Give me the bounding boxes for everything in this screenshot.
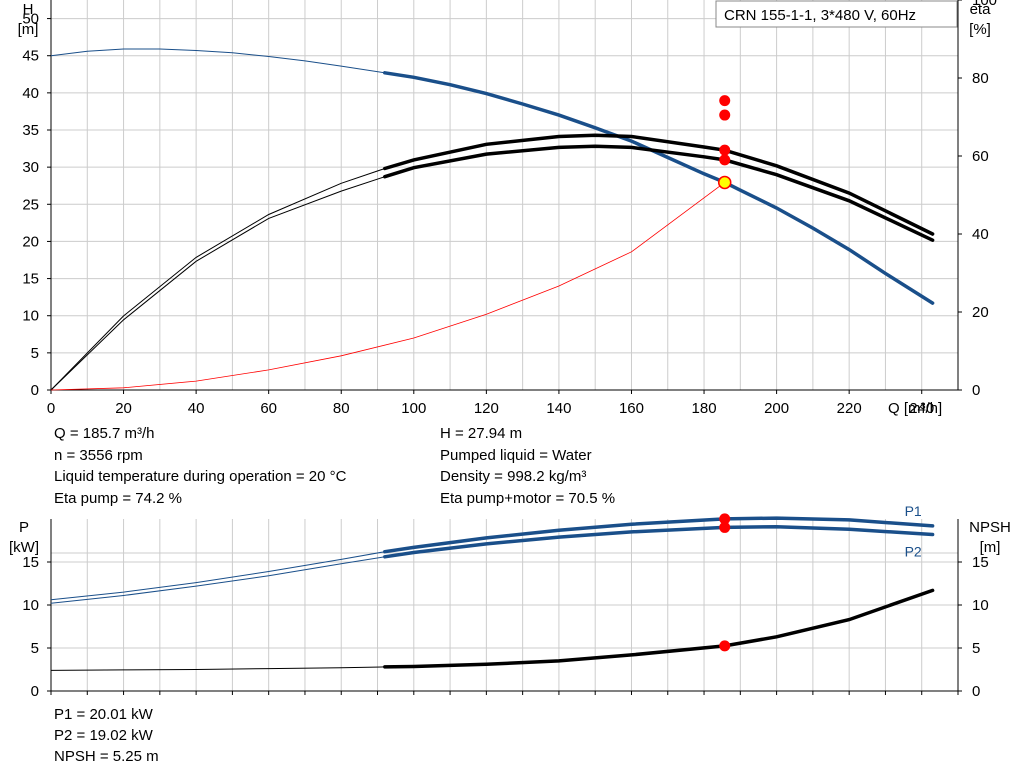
upper-x-tick-label: 220 — [837, 400, 862, 417]
upper-eta_pump_motor-line — [383, 144, 935, 242]
pump-label-frame — [715, 0, 958, 28]
op-pumped-liquid: Pumped liquid = Water — [440, 447, 592, 464]
upper-x-tick-label: 80 — [333, 400, 350, 417]
lower-p1-line-extended — [50, 551, 385, 601]
lower-duty-point-marker — [719, 521, 731, 533]
lower-right-tick-label: 10 — [972, 597, 989, 614]
lower-left-tick-label: 15 — [22, 554, 39, 571]
lower-duty-point-marker — [719, 513, 731, 525]
op-eta-pump: Eta pump = 74.2 % — [54, 490, 182, 507]
readout-p1: P1 = 20.01 kW — [54, 706, 153, 723]
readout-p2: P2 = 19.02 kW — [54, 727, 153, 744]
op-eta-pump-motor: Eta pump+motor = 70.5 % — [440, 490, 616, 507]
lower-p1-line — [383, 516, 935, 554]
upper-right-tick-label: 60 — [972, 148, 989, 165]
lower-right-axis-label: NPSH — [969, 519, 1011, 536]
upper-x-tick-label: 0 — [47, 400, 55, 417]
upper-system-line — [50, 182, 725, 391]
lower-right-tick-label: 15 — [972, 554, 989, 571]
upper-left-axis-label: [m] — [18, 21, 39, 38]
upper-right-axis-label: eta — [970, 1, 992, 18]
op-liquid-temp: Liquid temperature during operation = 20… — [54, 468, 347, 485]
upper-duty-point-marker — [719, 154, 731, 166]
upper-x-tick-label: 60 — [260, 400, 277, 417]
upper-left-tick-label: 35 — [22, 122, 39, 139]
lower-right-tick-label: 5 — [972, 640, 980, 657]
upper-left-axis-label: H — [23, 1, 34, 18]
op-head: H = 27.94 m — [440, 425, 523, 442]
upper-x-tick-label: 240 — [909, 400, 934, 417]
lower-p2-line — [383, 524, 935, 559]
upper-x-tick-label: 200 — [764, 400, 789, 417]
pump-label-box: CRN 155-1-1, 3*480 V, 60Hz — [715, 0, 958, 28]
upper-duty-point-marker — [719, 109, 731, 121]
readout-npsh: NPSH = 5.25 m — [54, 748, 159, 765]
upper-head-line — [383, 71, 935, 305]
upper-eta_pump-line — [383, 133, 935, 236]
lower-duty-point-marker — [719, 640, 731, 652]
upper-right-axis-label: [%] — [969, 21, 991, 38]
lower-npsh-line — [383, 588, 935, 669]
upper-x-tick-label: 120 — [474, 400, 499, 417]
upper-duty-point-marker — [719, 95, 731, 107]
upper-duty-point-marker — [717, 175, 732, 190]
upper-x-tick-label: 100 — [401, 400, 426, 417]
lower-left-axis-label: [kW] — [9, 539, 39, 556]
upper-right-tick-label: 40 — [972, 226, 989, 243]
upper-eta_pump_motor-line-extended — [50, 176, 385, 391]
lower-left-tick-label: 5 — [31, 640, 39, 657]
upper-x-tick-label: 180 — [692, 400, 717, 417]
upper-left-tick-label: 15 — [22, 271, 39, 288]
lower-left-tick-label: 0 — [31, 683, 39, 700]
upper-left-tick-label: 45 — [22, 48, 39, 65]
op-speed: n = 3556 rpm — [54, 447, 143, 464]
upper-duty-point-marker — [719, 144, 731, 156]
upper-left-tick-label: 50 — [22, 11, 39, 28]
upper-left-tick-label: 30 — [22, 159, 39, 176]
upper-left-tick-label: 40 — [22, 85, 39, 102]
lower-right-tick-label: 0 — [972, 683, 980, 700]
lower-left-tick-label: 10 — [22, 597, 39, 614]
upper-right-tick-label: 80 — [972, 70, 989, 87]
upper-x-axis-label: Q [m³/h] — [888, 400, 942, 417]
upper-left-tick-label: 25 — [22, 196, 39, 213]
upper-eta_pump-line-extended — [50, 168, 385, 391]
upper-x-tick-label: 160 — [619, 400, 644, 417]
lower-left-axis-label: P — [19, 519, 29, 536]
upper-left-tick-label: 10 — [22, 308, 39, 325]
upper-x-tick-label: 140 — [546, 400, 571, 417]
lower-right-axis-label: [m] — [980, 539, 1001, 556]
upper-left-tick-label: 20 — [22, 233, 39, 250]
upper-head-line-extended — [50, 48, 385, 74]
upper-right-tick-label: 0 — [972, 382, 980, 399]
pump-label: CRN 155-1-1, 3*480 V, 60Hz — [724, 7, 916, 24]
lower-p1-series-label: P1 — [905, 503, 922, 519]
upper-right-tick-label: 20 — [972, 304, 989, 321]
upper-right-tick-label: 100 — [972, 0, 997, 9]
upper-left-tick-label: 5 — [31, 345, 39, 362]
lower-p2-series-label: P2 — [905, 543, 922, 559]
upper-x-tick-label: 40 — [188, 400, 205, 417]
op-q: Q = 185.7 m³/h — [54, 425, 155, 442]
lower-p2-line-extended — [50, 556, 385, 604]
upper-left-tick-label: 0 — [31, 382, 39, 399]
lower-npsh-line-extended — [50, 666, 385, 671]
upper-x-tick-label: 20 — [115, 400, 132, 417]
op-density: Density = 998.2 kg/m³ — [440, 468, 587, 485]
